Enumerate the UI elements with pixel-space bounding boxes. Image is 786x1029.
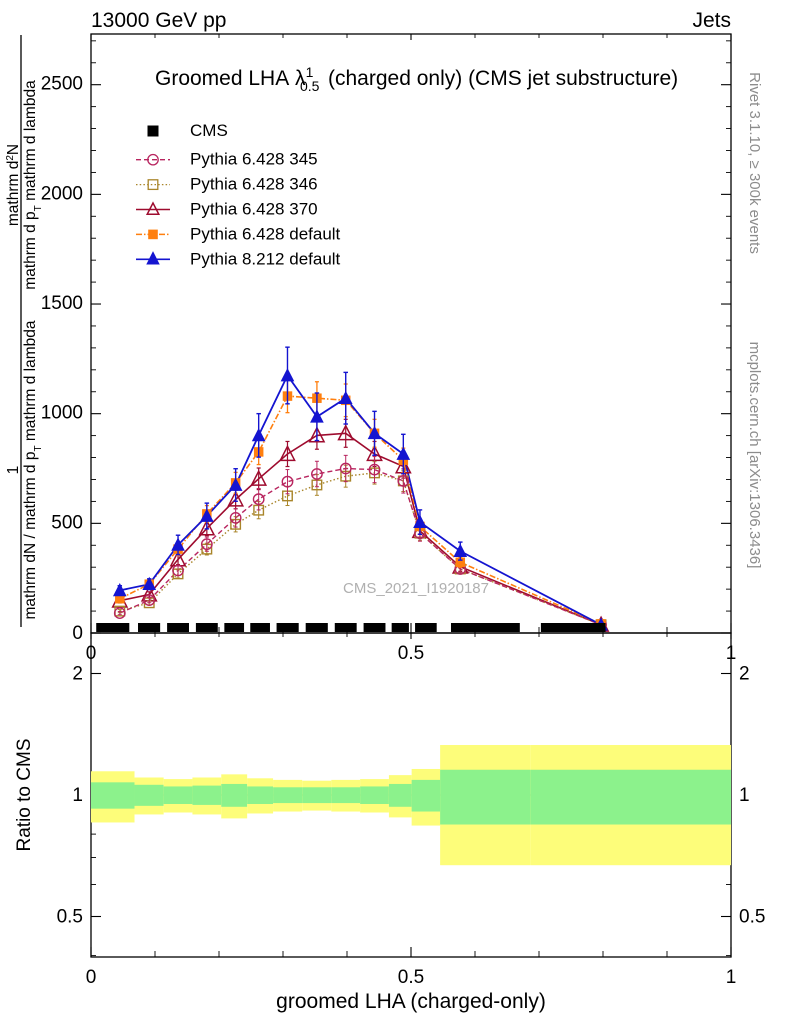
svg-text:2: 2 bbox=[739, 664, 750, 685]
svg-text:500: 500 bbox=[51, 512, 83, 533]
svg-text:0: 0 bbox=[86, 967, 97, 988]
svg-text:2500: 2500 bbox=[41, 74, 83, 95]
svg-text:0: 0 bbox=[86, 643, 97, 664]
svg-text:Pythia 6.428 346: Pythia 6.428 346 bbox=[190, 175, 318, 194]
svg-text:1: 1 bbox=[5, 466, 22, 475]
svg-text:0.5: 0.5 bbox=[300, 78, 320, 94]
svg-text:Pythia 8.212 default: Pythia 8.212 default bbox=[190, 249, 341, 268]
svg-text:Pythia 6.428 default: Pythia 6.428 default bbox=[190, 224, 341, 243]
svg-text:13000 GeV pp: 13000 GeV pp bbox=[91, 9, 226, 32]
svg-text:(charged only) (CMS jet substr: (charged only) (CMS jet substructure) bbox=[328, 67, 678, 90]
svg-text:0.5: 0.5 bbox=[398, 643, 424, 664]
svg-text:Jets: Jets bbox=[692, 9, 731, 32]
svg-text:Groomed LHA λ1: Groomed LHA λ1 bbox=[155, 64, 314, 90]
svg-text:0.5: 0.5 bbox=[57, 907, 83, 928]
svg-text:Ratio to CMS: Ratio to CMS bbox=[14, 739, 35, 852]
svg-text:1: 1 bbox=[726, 643, 737, 664]
svg-text:mcplots.cern.ch [arXiv:1306.34: mcplots.cern.ch [arXiv:1306.3436] bbox=[746, 342, 763, 569]
svg-text:2000: 2000 bbox=[41, 183, 83, 204]
svg-text:0.5: 0.5 bbox=[398, 967, 424, 988]
svg-text:1: 1 bbox=[726, 967, 737, 988]
svg-text:1: 1 bbox=[739, 785, 750, 806]
svg-text:Rivet 3.1.10, ≥ 300k events: Rivet 3.1.10, ≥ 300k events bbox=[746, 72, 763, 254]
svg-text:0: 0 bbox=[72, 623, 83, 644]
svg-text:CMS_2021_I1920187: CMS_2021_I1920187 bbox=[343, 580, 489, 597]
svg-text:1500: 1500 bbox=[41, 293, 83, 314]
svg-text:Pythia 6.428 370: Pythia 6.428 370 bbox=[190, 200, 318, 219]
svg-text:0.5: 0.5 bbox=[739, 907, 765, 928]
svg-text:Pythia 6.428 345: Pythia 6.428 345 bbox=[190, 150, 318, 169]
svg-text:2: 2 bbox=[72, 664, 83, 685]
svg-text:1000: 1000 bbox=[41, 403, 83, 424]
svg-text:groomed LHA (charged-only): groomed LHA (charged-only) bbox=[276, 990, 546, 1013]
svg-text:CMS: CMS bbox=[190, 121, 228, 140]
svg-text:1: 1 bbox=[72, 785, 83, 806]
